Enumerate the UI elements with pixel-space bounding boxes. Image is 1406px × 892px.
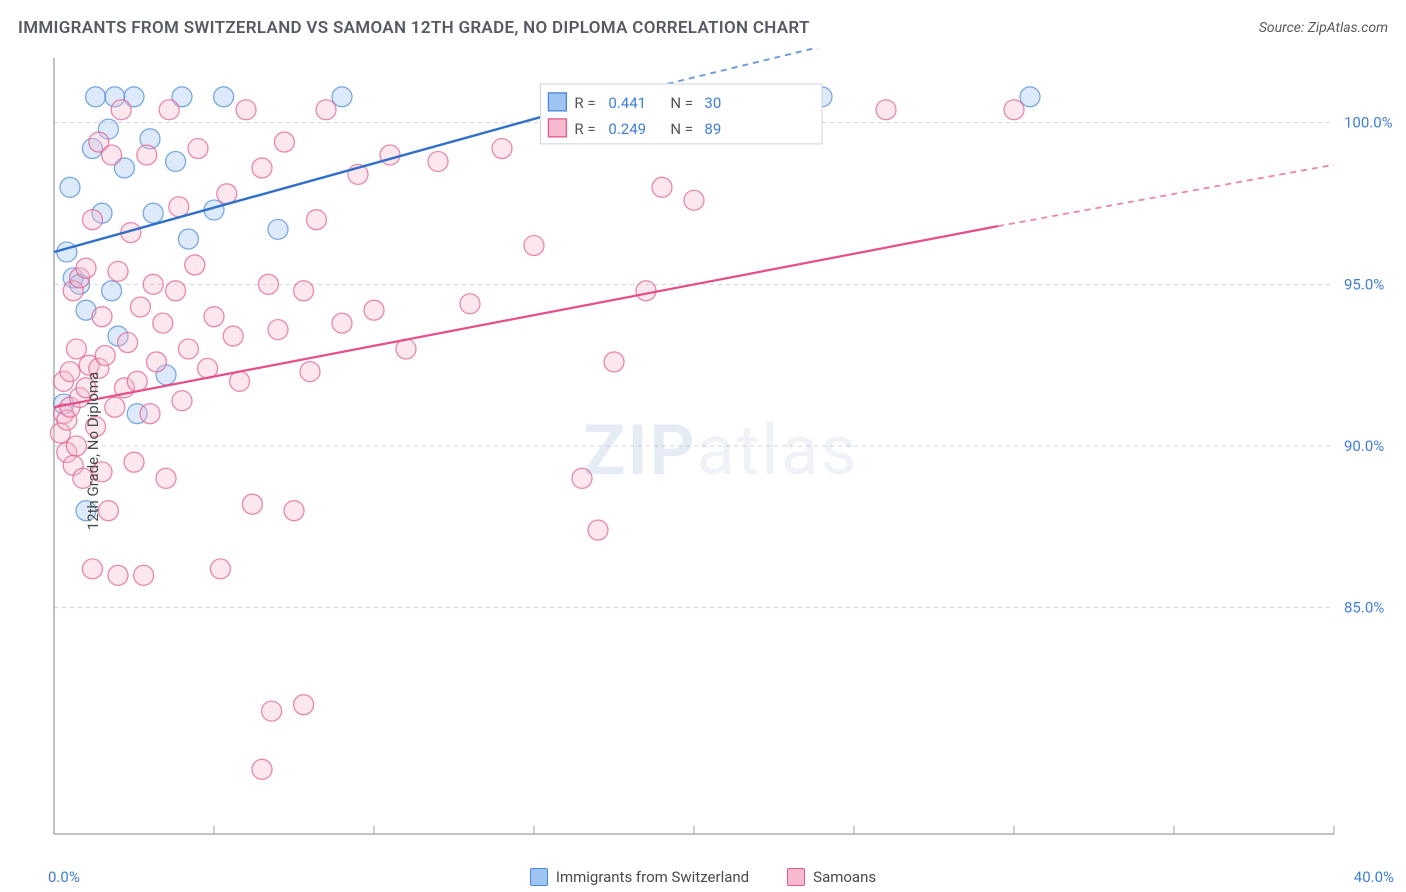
svg-text:0.441: 0.441 xyxy=(608,94,646,112)
svg-text:90.0%: 90.0% xyxy=(1344,437,1384,455)
legend-item-swiss: Immigrants from Switzerland xyxy=(530,868,749,886)
svg-text:95.0%: 95.0% xyxy=(1344,275,1384,293)
svg-text:0.249: 0.249 xyxy=(608,120,646,138)
legend-swatch-swiss xyxy=(530,868,548,886)
title-row: IMMIGRANTS FROM SWITZERLAND VS SAMOAN 12… xyxy=(18,18,1388,38)
legend-label-samoan: Samoans xyxy=(813,868,876,886)
legend-label-swiss: Immigrants from Switzerland xyxy=(556,868,749,886)
svg-text:30: 30 xyxy=(704,94,721,112)
source-prefix: Source: xyxy=(1259,20,1308,36)
source-name: ZipAtlas.com xyxy=(1308,20,1388,36)
svg-text:89: 89 xyxy=(704,120,721,138)
svg-text:100.0%: 100.0% xyxy=(1344,114,1393,132)
chart-title: IMMIGRANTS FROM SWITZERLAND VS SAMOAN 12… xyxy=(18,18,810,38)
legend-item-samoan: Samoans xyxy=(787,868,876,886)
svg-text:R =: R = xyxy=(574,94,595,112)
svg-text:R =: R = xyxy=(574,120,595,138)
svg-text:85.0%: 85.0% xyxy=(1344,599,1384,617)
legend-swatch-samoan xyxy=(787,868,805,886)
y-axis-label: 12th Grade, No Diploma xyxy=(84,372,102,530)
source-line: Source: ZipAtlas.com xyxy=(1259,20,1388,36)
bottom-series-legend: Immigrants from Switzerland Samoans xyxy=(0,868,1406,886)
svg-text:N =: N = xyxy=(670,94,693,112)
plot-area: 12th Grade, No Diploma 85.0% 90.0% 95.0% 10… xyxy=(48,48,1394,854)
scatter-plot-svg: 85.0% 90.0% 95.0% 100.0% R = 0.441 N = 30 R = 0.2… xyxy=(48,48,1394,854)
svg-text:N =: N = xyxy=(670,120,693,138)
